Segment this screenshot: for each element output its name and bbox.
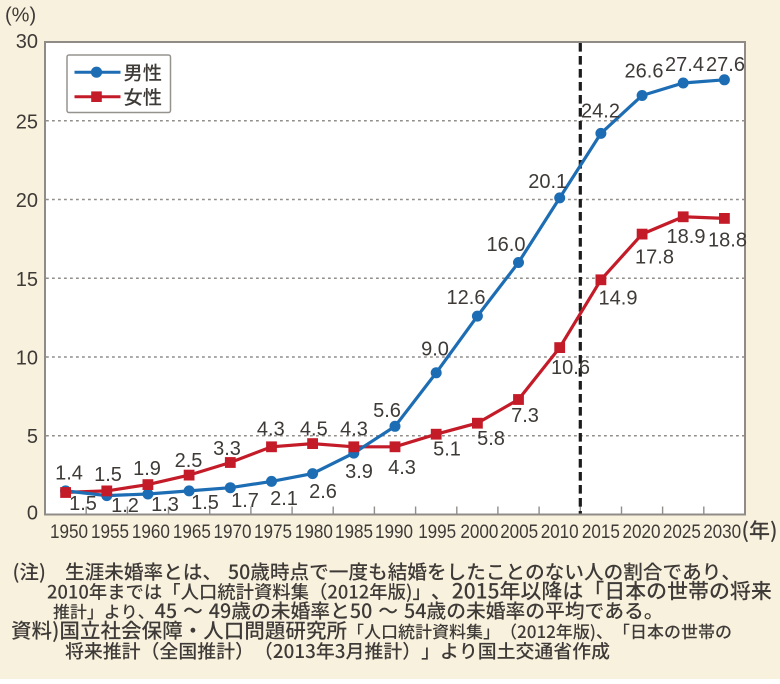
svg-text:1970: 1970 <box>214 521 252 543</box>
svg-text:1965: 1965 <box>173 521 211 543</box>
svg-text:1955: 1955 <box>91 521 129 543</box>
svg-text:1.3: 1.3 <box>151 494 179 516</box>
svg-text:(%): (%) <box>5 5 36 27</box>
svg-text:18.9: 18.9 <box>667 226 706 248</box>
svg-text:20: 20 <box>16 190 38 212</box>
svg-text:2025: 2025 <box>663 521 701 543</box>
svg-text:2005: 2005 <box>500 521 538 543</box>
svg-text:1995: 1995 <box>418 521 456 543</box>
svg-text:5: 5 <box>27 426 38 448</box>
svg-text:2000: 2000 <box>460 521 498 543</box>
svg-text:4.3: 4.3 <box>388 457 416 479</box>
svg-text:1980: 1980 <box>295 521 333 543</box>
svg-text:1960: 1960 <box>132 521 170 543</box>
svg-text:0: 0 <box>27 503 38 525</box>
svg-text:5.1: 5.1 <box>433 439 461 461</box>
svg-text:2.1: 2.1 <box>270 488 298 510</box>
svg-text:16.0: 16.0 <box>487 234 526 256</box>
svg-text:3.9: 3.9 <box>345 461 373 483</box>
svg-text:2020: 2020 <box>623 521 661 543</box>
svg-text:1.4: 1.4 <box>55 463 83 485</box>
svg-text:24.2: 24.2 <box>581 101 620 123</box>
svg-text:2.5: 2.5 <box>175 450 203 472</box>
svg-text:4.5: 4.5 <box>300 418 328 440</box>
svg-text:12.6: 12.6 <box>447 287 486 309</box>
svg-text:1975: 1975 <box>254 521 292 543</box>
svg-text:1985: 1985 <box>335 521 373 543</box>
svg-text:2030: 2030 <box>703 521 741 543</box>
svg-text:17.8: 17.8 <box>635 247 674 269</box>
svg-text:1.2: 1.2 <box>111 495 139 517</box>
svg-text:4.3: 4.3 <box>257 418 285 440</box>
svg-text:1.5: 1.5 <box>191 492 219 514</box>
svg-text:2010: 2010 <box>541 521 579 543</box>
svg-text:1.9: 1.9 <box>133 458 161 480</box>
svg-text:26.6: 26.6 <box>625 61 664 83</box>
svg-text:9.0: 9.0 <box>421 339 449 361</box>
svg-text:2.6: 2.6 <box>309 481 337 503</box>
svg-text:27.6: 27.6 <box>706 54 745 76</box>
svg-text:1.5: 1.5 <box>94 464 122 486</box>
svg-text:1950: 1950 <box>50 521 88 543</box>
svg-text:1990: 1990 <box>375 521 413 543</box>
svg-text:7.3: 7.3 <box>511 405 539 427</box>
svg-text:14.9: 14.9 <box>599 288 638 310</box>
svg-text:4.3: 4.3 <box>340 418 368 440</box>
svg-text:15: 15 <box>16 269 38 291</box>
svg-text:1.7: 1.7 <box>231 490 259 512</box>
svg-text:10: 10 <box>16 347 38 369</box>
svg-text:2015: 2015 <box>582 521 620 543</box>
svg-text:1.5: 1.5 <box>69 493 97 515</box>
svg-text:27.4: 27.4 <box>665 54 704 76</box>
svg-text:25: 25 <box>16 111 38 133</box>
svg-text:20.1: 20.1 <box>528 171 567 193</box>
svg-text:10.6: 10.6 <box>551 357 590 379</box>
svg-text:3.3: 3.3 <box>213 438 241 460</box>
svg-text:5.8: 5.8 <box>477 428 505 450</box>
svg-text:5.6: 5.6 <box>373 400 401 422</box>
svg-text:18.8: 18.8 <box>708 230 747 252</box>
svg-text:30: 30 <box>16 31 38 53</box>
